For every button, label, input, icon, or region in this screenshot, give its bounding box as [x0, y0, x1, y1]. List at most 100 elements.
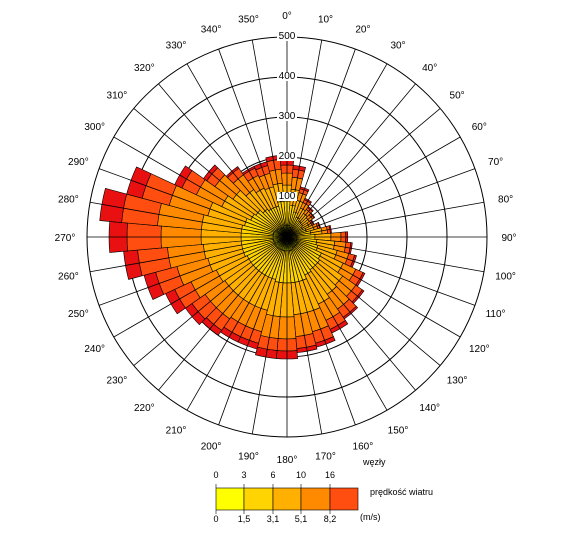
spoke-340 [218, 48, 288, 238]
direction-label: 340° [201, 24, 222, 35]
direction-label: 310° [107, 90, 128, 101]
radial-tick-bg-300 [277, 112, 297, 121]
radial-tick-label: 200 [279, 151, 296, 162]
spoke-260 [89, 236, 288, 273]
speed-legend: węzły 0 3 6 10 16 prędkość wiatru 0 1,5 … [213, 457, 433, 524]
direction-label: 10° [318, 14, 333, 25]
spoke-140 [286, 236, 416, 391]
radial-tick-bg-200 [277, 152, 297, 161]
legend-knots-tick-3: 10 [296, 470, 306, 480]
spoke-130 [286, 236, 441, 366]
spoke-210 [186, 236, 288, 411]
spoke-160 [286, 236, 356, 426]
legend-knots-title: węzły [362, 457, 386, 467]
radial-tick-bg-100 [277, 192, 297, 201]
direction-label: 220° [134, 403, 155, 414]
radial-tick-label: 100 [279, 191, 296, 202]
radial-tick-label: 500 [279, 31, 296, 42]
direction-label: 130° [447, 376, 468, 387]
spoke-250 [98, 236, 288, 306]
radial-tick-label: 400 [279, 71, 296, 82]
legend-knots-tick-0: 0 [213, 470, 218, 480]
spoke-40 [286, 83, 416, 238]
direction-label: 300° [84, 122, 105, 133]
spoke-200 [218, 236, 288, 426]
direction-label: 150° [388, 425, 409, 436]
direction-label: 160° [353, 442, 374, 453]
legend-ms-tick-2: 3,1 [267, 514, 280, 524]
legend-ms-unit: (m/s) [360, 512, 381, 522]
direction-label: 350° [238, 14, 259, 25]
direction-label: 210° [166, 425, 187, 436]
legend-speed-title: prędkość wiatru [370, 487, 433, 497]
direction-label: 180° [277, 455, 298, 466]
spoke-350 [251, 39, 288, 238]
bar-280-bin-5 [99, 187, 128, 223]
direction-label: 260° [58, 272, 79, 283]
direction-label: 320° [134, 63, 155, 74]
direction-label: 90° [501, 233, 516, 244]
spoke-60 [286, 136, 461, 238]
spoke-310 [133, 108, 288, 238]
direction-label: 280° [58, 195, 79, 206]
spoke-70 [286, 168, 476, 238]
direction-label: 30° [390, 41, 405, 52]
legend-ms-tick-1: 1,5 [238, 514, 251, 524]
direction-label: 110° [486, 309, 506, 320]
direction-label: 100° [495, 272, 516, 283]
direction-label: 290° [68, 157, 89, 168]
spoke-20 [286, 48, 356, 238]
legend-knots-tick-2: 6 [270, 470, 275, 480]
legend-swatch-3 [300, 487, 331, 511]
legend-knots-tick-4: 16 [325, 470, 335, 480]
direction-label: 70° [488, 157, 503, 168]
direction-labels: 0° 10° 20° 30° 40° 50° 60° 70° 80° 90° 100° 110° 120… [55, 11, 517, 466]
direction-spokes [87, 37, 487, 437]
spoke-300 [113, 136, 288, 238]
spoke-190 [251, 236, 288, 435]
radial-tick-labels: 100 200 300 400 500 [277, 31, 297, 202]
radial-tick-label: 300 [279, 111, 296, 122]
legend-knots-tick-1: 3 [241, 470, 246, 480]
legend-ms-tick-0: 0 [213, 514, 218, 524]
radial-tick-bg-400 [277, 72, 297, 81]
direction-label: 190° [238, 452, 259, 463]
spoke-10 [286, 39, 323, 238]
direction-label: 140° [419, 403, 440, 414]
spoke-100 [286, 236, 485, 273]
spoke-50 [286, 108, 441, 238]
legend-swatch-4 [329, 487, 359, 511]
spoke-280 [89, 201, 288, 238]
legend-ms-tick-3: 5,1 [295, 514, 308, 524]
direction-label: 240° [84, 344, 105, 355]
spoke-150 [286, 236, 388, 411]
legend-color-scale [215, 484, 359, 514]
spoke-240 [113, 236, 288, 338]
spoke-230 [133, 236, 288, 366]
legend-swatch-1 [243, 487, 274, 511]
radial-tick-bg-500 [277, 32, 297, 41]
direction-label: 80° [498, 195, 513, 206]
direction-label: 120° [469, 344, 490, 355]
legend-swatch-2 [272, 487, 302, 511]
spoke-290 [98, 168, 288, 238]
legend-swatch-0 [215, 487, 245, 511]
direction-label: 270° [55, 233, 76, 244]
direction-label: 230° [107, 376, 128, 387]
direction-label: 40° [422, 63, 437, 74]
direction-label: 170° [315, 452, 336, 463]
direction-label: 60° [472, 122, 487, 133]
direction-label: 50° [450, 90, 465, 101]
spoke-220 [158, 236, 288, 391]
direction-label: 0° [282, 11, 292, 22]
direction-label: 250° [68, 309, 89, 320]
legend-ms-tick-4: 8,2 [324, 514, 337, 524]
bar-290-bin-5 [126, 166, 152, 199]
spoke-80 [286, 201, 485, 238]
spoke-320 [158, 83, 288, 238]
spoke-330 [186, 63, 288, 238]
spoke-170 [286, 236, 323, 435]
spoke-120 [286, 236, 461, 338]
direction-label: 330° [166, 41, 187, 52]
